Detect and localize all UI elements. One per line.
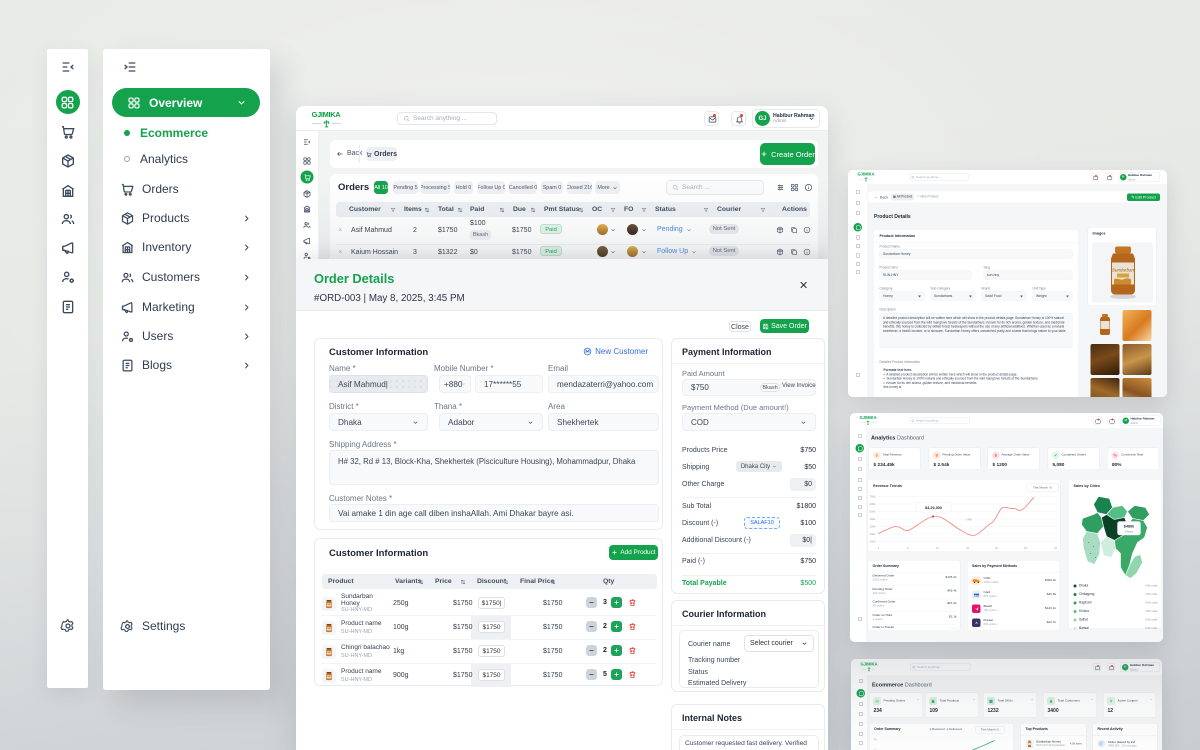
svg-text:200k: 200k: [870, 532, 877, 536]
svg-text:Dhaka: Dhaka: [1125, 530, 1134, 534]
svg-text:300k: 300k: [870, 525, 877, 529]
svg-text:$4,20,300: $4,20,300: [925, 506, 942, 510]
svg-text:Sundarban: Sundarban: [1112, 268, 1135, 273]
svg-text:600k: 600k: [870, 502, 877, 506]
svg-text:400k: 400k: [870, 517, 877, 521]
svg-text:10: 10: [936, 546, 940, 550]
svg-text:100k: 100k: [870, 540, 877, 544]
svg-text:140k: 140k: [966, 518, 973, 522]
svg-text:25: 25: [1024, 546, 1028, 550]
svg-text:15: 15: [966, 546, 970, 550]
svg-text:1: 1: [878, 546, 880, 550]
svg-text:5: 5: [907, 546, 909, 550]
svg-text:500k: 500k: [870, 510, 877, 514]
svg-text:700k: 700k: [870, 495, 877, 499]
svg-text:20: 20: [995, 546, 999, 550]
svg-text:$480k: $480k: [1124, 525, 1135, 529]
svg-text:31: 31: [1054, 546, 1058, 550]
